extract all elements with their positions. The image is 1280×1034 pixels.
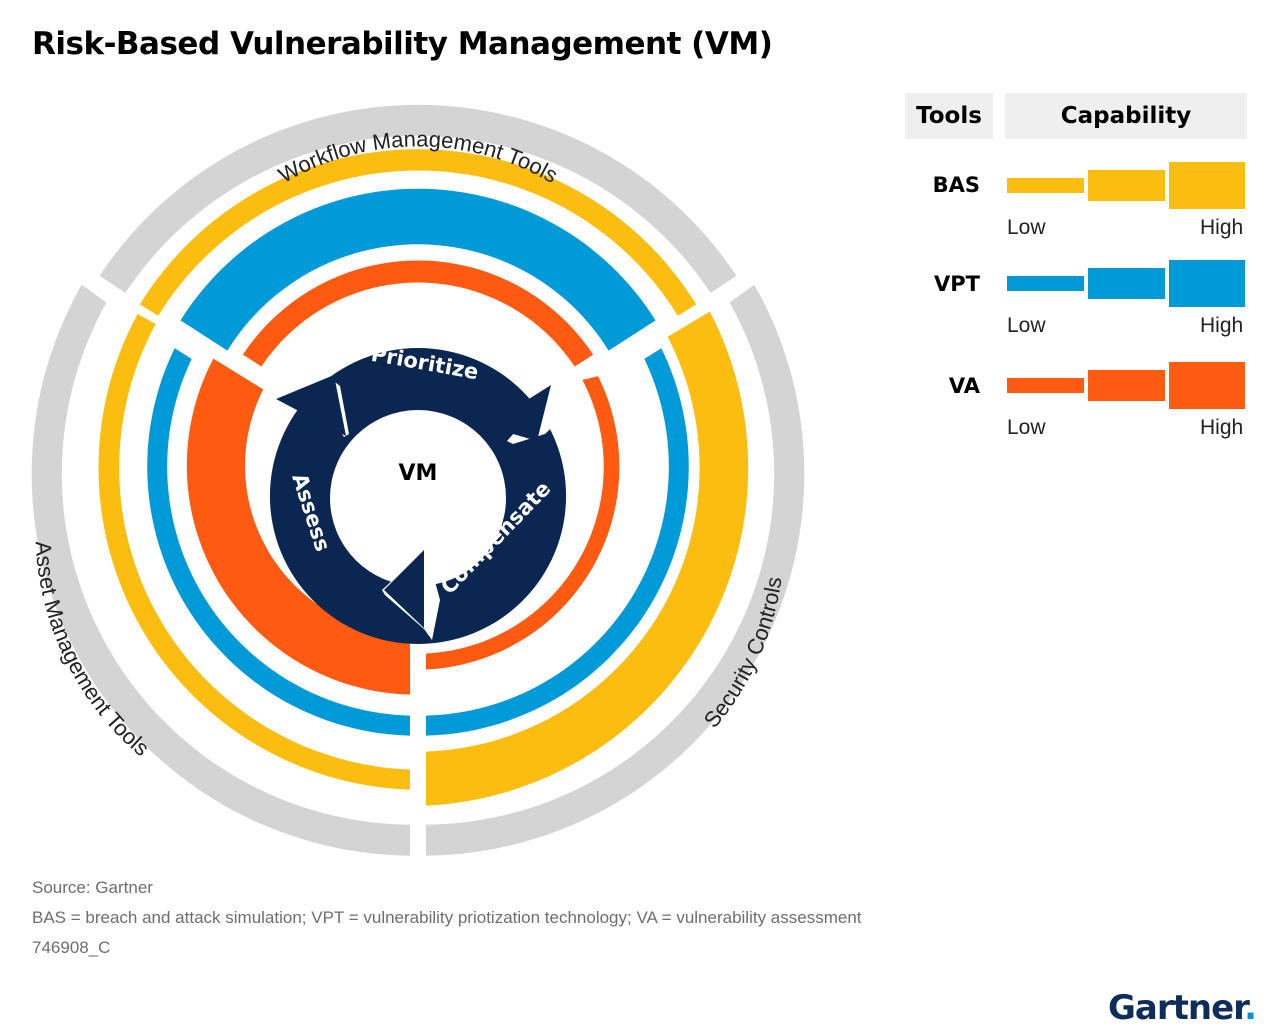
- va-bar-mid: [1088, 370, 1165, 401]
- vpt-arc-right: [426, 348, 689, 736]
- bas-bar-mid: [1088, 170, 1165, 201]
- footer-note: BAS = breach and attack simulation; VPT …: [32, 908, 862, 927]
- arrow-head-compensate: [486, 385, 551, 441]
- bas-arc-top: [139, 149, 697, 316]
- vpt-high-label: High: [1200, 314, 1244, 337]
- va-arc-top: [242, 260, 594, 367]
- vpt-bar-low: [1007, 276, 1084, 291]
- page-title: Risk-Based Vulnerability Management (VM): [32, 26, 773, 62]
- vpt-low-label: Low: [1007, 314, 1046, 337]
- gartner-logo-text: Gartner: [1108, 988, 1245, 1028]
- va-bar-low: [1007, 378, 1084, 393]
- legend-tool-vpt: VPT: [934, 272, 980, 296]
- asset-tools-ring: [31, 284, 411, 856]
- legend-capability-header: Capability: [1005, 93, 1247, 139]
- bas-arc-left: [98, 314, 410, 790]
- va-low-label: Low: [1007, 416, 1046, 439]
- arrow-head-assess: [384, 550, 424, 628]
- gartner-logo: Gartner.: [1108, 988, 1257, 1028]
- arrow-head-prioritize: [276, 375, 346, 436]
- bas-bar-high: [1169, 162, 1245, 209]
- bas-low-label: Low: [1007, 216, 1046, 239]
- footer-id: 746908_C: [32, 938, 111, 957]
- vm-ring-diagram: Workflow Management Tools Security Contr…: [31, 104, 805, 856]
- workflow-tools-ring: [99, 104, 737, 293]
- vpt-bar-mid: [1088, 268, 1165, 299]
- bas-high-label: High: [1200, 216, 1244, 239]
- va-high-label: High: [1200, 416, 1244, 439]
- security-controls-ring: [426, 284, 805, 856]
- legend-tool-va: VA: [948, 374, 980, 398]
- bas-bar-low: [1007, 178, 1084, 193]
- center-label: VM: [399, 461, 438, 486]
- gartner-logo-dot: .: [1244, 988, 1257, 1028]
- vpt-arc-top: [180, 188, 656, 351]
- va-bar-high: [1169, 362, 1245, 409]
- legend-tools-header: Tools: [905, 93, 993, 139]
- legend-tool-bas: BAS: [932, 173, 980, 197]
- va-arc-left: [186, 358, 410, 695]
- bas-arc-right: [426, 311, 749, 806]
- footer-source: Source: Gartner: [32, 878, 153, 897]
- vpt-bar-high: [1169, 260, 1245, 307]
- vpt-arc-left: [147, 348, 411, 736]
- va-arc-right: [426, 376, 620, 670]
